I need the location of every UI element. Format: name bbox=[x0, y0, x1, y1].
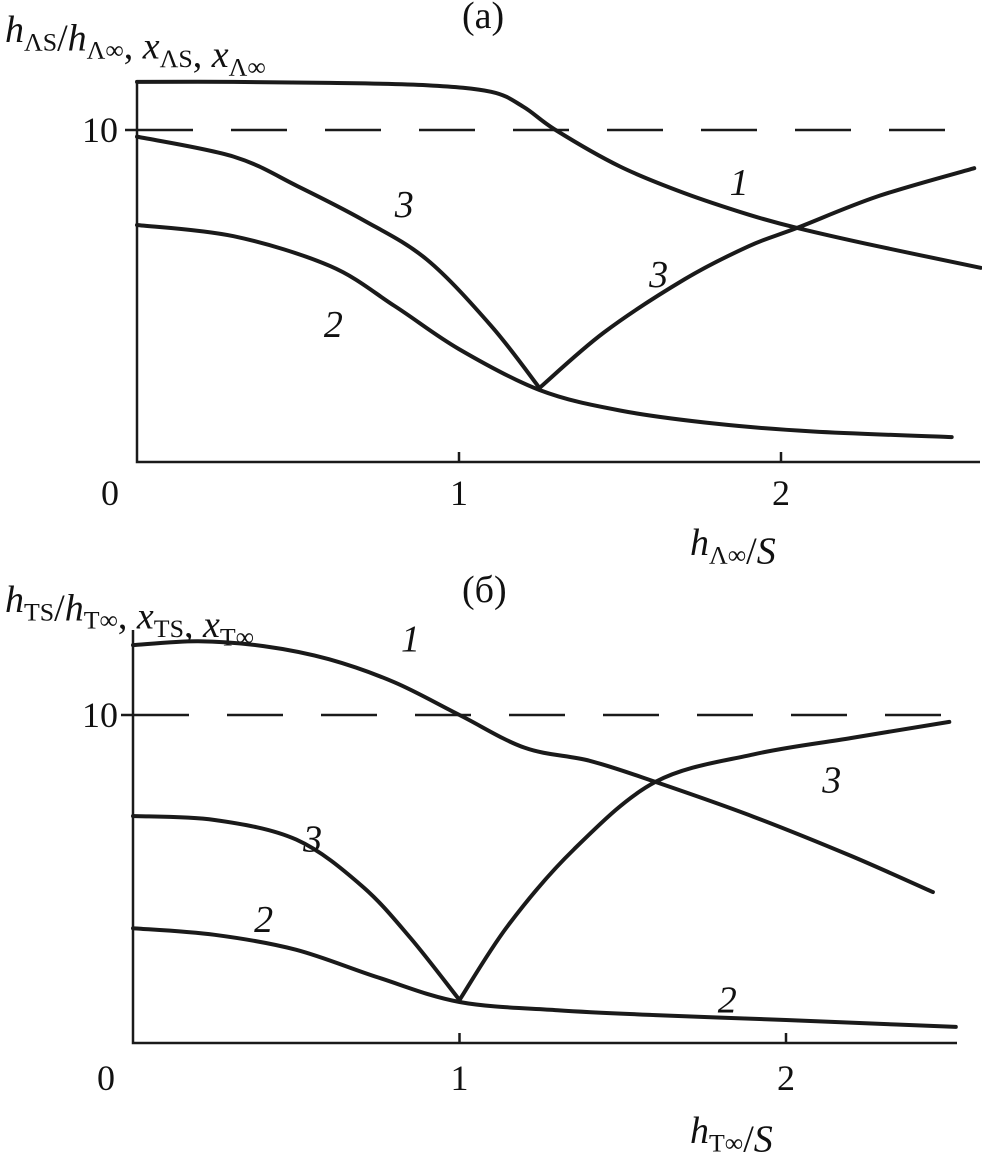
curve-label-3: 3 bbox=[394, 184, 414, 226]
panel-1: 10 0 1 2 hΛS/hΛ∞, xΛS, xΛ∞ hΛ∞/S (a) 1 3 3 2 bbox=[5, 0, 982, 572]
x-axis-label: hT∞/S bbox=[690, 1110, 773, 1160]
x-tick-label: 2 bbox=[772, 473, 790, 513]
curve-3 bbox=[135, 134, 542, 390]
panel-label: (a) bbox=[462, 0, 504, 37]
axes bbox=[135, 80, 980, 464]
curve-3 bbox=[537, 166, 977, 390]
axes bbox=[131, 630, 957, 1045]
curve-label-2: 2 bbox=[254, 899, 273, 941]
curve-1 bbox=[135, 79, 982, 270]
y-tick-label: 10 bbox=[82, 695, 118, 735]
x-tick-label: 2 bbox=[777, 1058, 795, 1098]
curve-label-1: 1 bbox=[401, 619, 420, 661]
x-axis-label: hΛ∞/S bbox=[690, 522, 776, 572]
panel-label: (б) bbox=[462, 569, 507, 611]
curve-label-3: 3 bbox=[821, 760, 841, 802]
curve-1 bbox=[131, 639, 935, 895]
curve-2 bbox=[135, 222, 954, 440]
y-axis-label: hTS/hT∞, xTS, xT∞ bbox=[5, 579, 254, 651]
x-tick-label: 1 bbox=[451, 1058, 469, 1098]
x-tick-label: 0 bbox=[101, 473, 119, 513]
curve-label-2: 2 bbox=[718, 979, 737, 1021]
curve-label-3: 3 bbox=[648, 254, 668, 296]
curve-label-2: 2 bbox=[324, 304, 343, 346]
y-tick-label: 10 bbox=[82, 110, 118, 150]
curve-3 bbox=[457, 719, 952, 1003]
curve-label-1: 1 bbox=[730, 162, 749, 204]
curve-label-3: 3 bbox=[302, 819, 322, 861]
x-tick-label: 1 bbox=[450, 473, 468, 513]
curve-2 bbox=[131, 926, 958, 1029]
curve-3 bbox=[131, 814, 462, 1002]
x-tick-label: 0 bbox=[97, 1058, 115, 1098]
y-axis-label: hΛS/hΛ∞, xΛS, xΛ∞ bbox=[5, 9, 266, 81]
